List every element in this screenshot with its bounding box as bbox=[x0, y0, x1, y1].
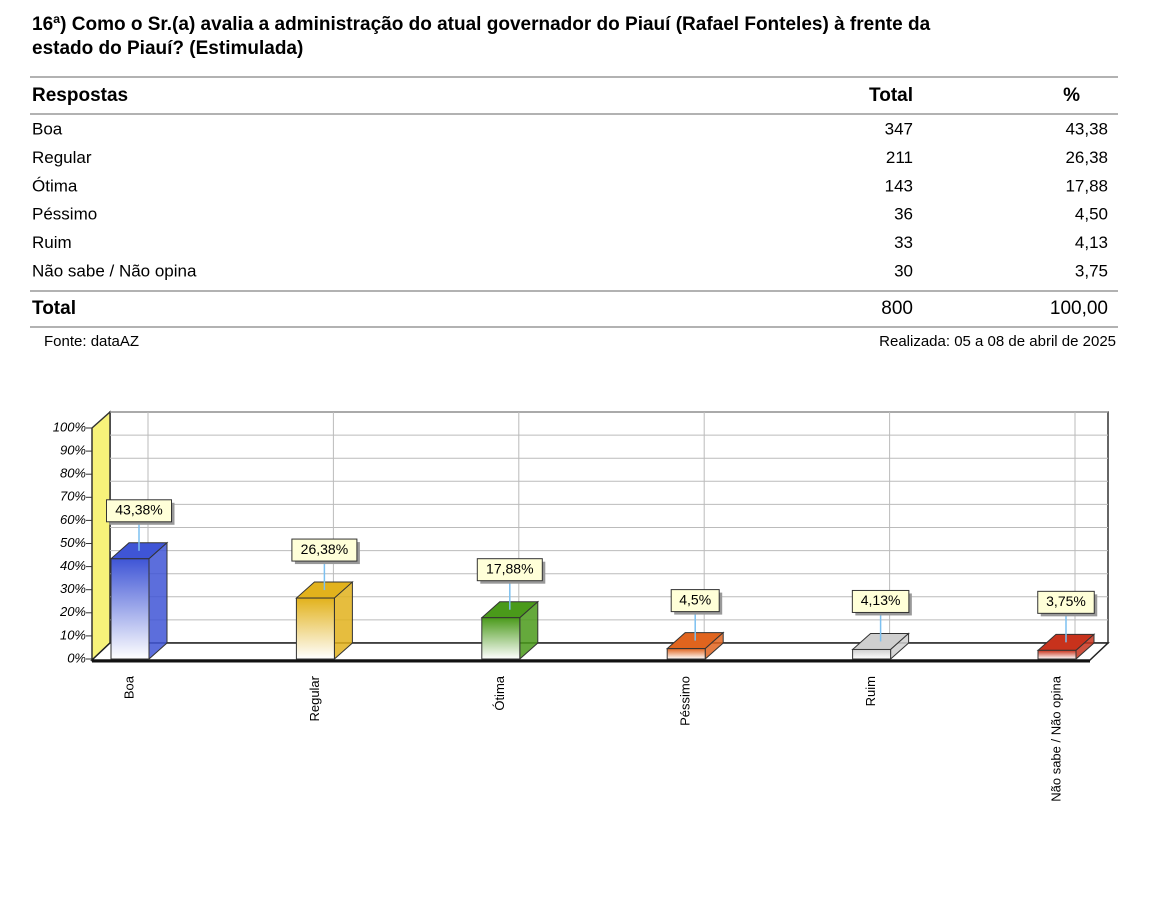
total-cell: 800 bbox=[881, 298, 913, 319]
cell: Regular bbox=[32, 148, 92, 167]
value-label: 17,88% bbox=[486, 560, 533, 576]
y-tick-label: 30% bbox=[60, 581, 86, 596]
y-tick-label: 70% bbox=[60, 489, 86, 504]
y-tick-label: 10% bbox=[60, 627, 86, 642]
side-wall bbox=[91, 410, 111, 662]
y-tick-label: 100% bbox=[53, 419, 86, 434]
bar bbox=[110, 558, 150, 660]
source: Fonte: dataAZ bbox=[44, 333, 139, 350]
label-box bbox=[670, 589, 720, 613]
floor bbox=[90, 642, 1110, 661]
date: Realizada: 05 a 08 de abril de 2025 bbox=[879, 333, 1116, 350]
total-cell: Total bbox=[32, 298, 76, 319]
bar bbox=[666, 648, 706, 660]
header-cell: Total bbox=[869, 85, 913, 106]
y-tick-label: 50% bbox=[60, 535, 86, 550]
cell: Ótima bbox=[32, 176, 78, 195]
bar-side bbox=[148, 541, 168, 661]
title-line: estado do Piauí? (Estimulada) bbox=[32, 38, 303, 59]
cell: 3,75 bbox=[1075, 261, 1108, 280]
x-tick-label: Péssimo bbox=[678, 676, 693, 726]
cell: 347 bbox=[885, 119, 913, 138]
cell: 43,38 bbox=[1065, 119, 1108, 138]
cell: Péssimo bbox=[32, 205, 97, 224]
label-box bbox=[1037, 590, 1095, 614]
title-line: 16ª) Como o Sr.(a) avalia a administraçã… bbox=[32, 14, 931, 35]
x-tick-label: Não sabe / Não opina bbox=[1048, 675, 1063, 802]
cell: 33 bbox=[894, 233, 913, 252]
y-tick-label: 0% bbox=[67, 650, 86, 665]
value-label: 4,5% bbox=[679, 591, 711, 607]
value-label: 4,13% bbox=[861, 592, 901, 608]
label-box bbox=[476, 558, 543, 582]
x-tick-label: Ruim bbox=[863, 676, 878, 706]
y-tick-label: 40% bbox=[60, 558, 86, 573]
value-label: 3,75% bbox=[1046, 593, 1086, 609]
bar bbox=[481, 617, 521, 660]
bar bbox=[295, 597, 335, 660]
cell: Ruim bbox=[32, 233, 72, 252]
cell: 4,50 bbox=[1075, 205, 1108, 224]
bar bbox=[852, 648, 892, 660]
x-tick-label: Boa bbox=[121, 675, 136, 699]
label-box bbox=[851, 589, 910, 613]
cell: 30 bbox=[894, 261, 913, 280]
x-tick-label: Regular bbox=[307, 675, 322, 721]
label-box bbox=[291, 538, 358, 562]
total-cell: 100,00 bbox=[1050, 298, 1108, 319]
bar bbox=[1037, 649, 1077, 660]
header-cell: Respostas bbox=[32, 85, 128, 106]
y-tick-label: 80% bbox=[60, 466, 86, 481]
label-box bbox=[106, 499, 172, 523]
cell: 4,13 bbox=[1075, 233, 1108, 252]
cell: 17,88 bbox=[1065, 176, 1108, 195]
x-tick-label: Ótima bbox=[492, 675, 507, 710]
y-tick-label: 20% bbox=[59, 604, 86, 619]
cell: 26,38 bbox=[1065, 148, 1108, 167]
cell: 211 bbox=[886, 148, 913, 167]
cell: 36 bbox=[894, 205, 913, 224]
header-cell: % bbox=[1063, 85, 1080, 106]
y-tick-label: 90% bbox=[60, 443, 86, 458]
y-tick-label: 60% bbox=[60, 512, 86, 527]
cell: Boa bbox=[32, 119, 63, 138]
value-label: 26,38% bbox=[301, 541, 348, 557]
cell: 143 bbox=[885, 176, 913, 195]
value-label: 43,38% bbox=[115, 501, 162, 517]
cell: Não sabe / Não opina bbox=[32, 261, 197, 280]
